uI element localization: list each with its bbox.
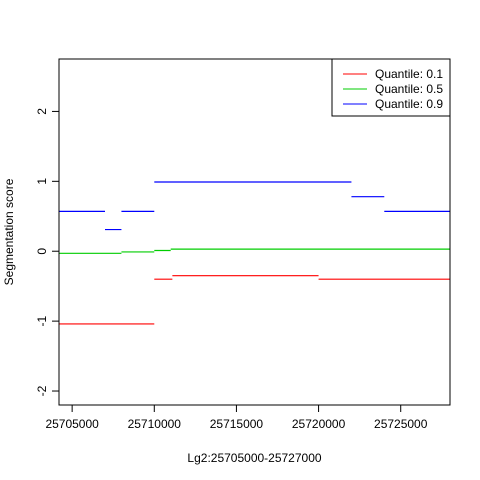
- x-tick-label-4: 25725000: [374, 417, 428, 431]
- y-axis-title: Segmentation score: [2, 178, 16, 285]
- x-tick-label-1: 25710000: [128, 417, 182, 431]
- axes-layer: 25705000 25710000 25715000 25720000 25725000…: [35, 108, 428, 431]
- series-layer: [59, 181, 450, 325]
- legend-label-1: Quantile: 0.5: [375, 82, 443, 96]
- y-tick-label-0: -2: [35, 385, 49, 396]
- y-tick-label-2: 0: [35, 248, 49, 255]
- legend-box: [331, 58, 451, 117]
- y-tick-label-4: 2: [35, 108, 49, 115]
- legend-label-2: Quantile: 0.9: [375, 97, 443, 111]
- series-0: [59, 275, 450, 325]
- x-tick-label-0: 25705000: [45, 417, 99, 431]
- x-axis-title: Lg2:25705000-25727000: [187, 451, 321, 465]
- plot-frame: [58, 58, 451, 406]
- y-tick-label-3: 1: [35, 178, 49, 185]
- y-tick-label-1: -1: [35, 315, 49, 326]
- legend-label-0: Quantile: 0.1: [375, 67, 443, 81]
- x-tick-label-2: 25715000: [210, 417, 264, 431]
- x-tick-label-3: 25720000: [292, 417, 346, 431]
- series-1: [59, 248, 450, 254]
- series-2: [59, 181, 450, 231]
